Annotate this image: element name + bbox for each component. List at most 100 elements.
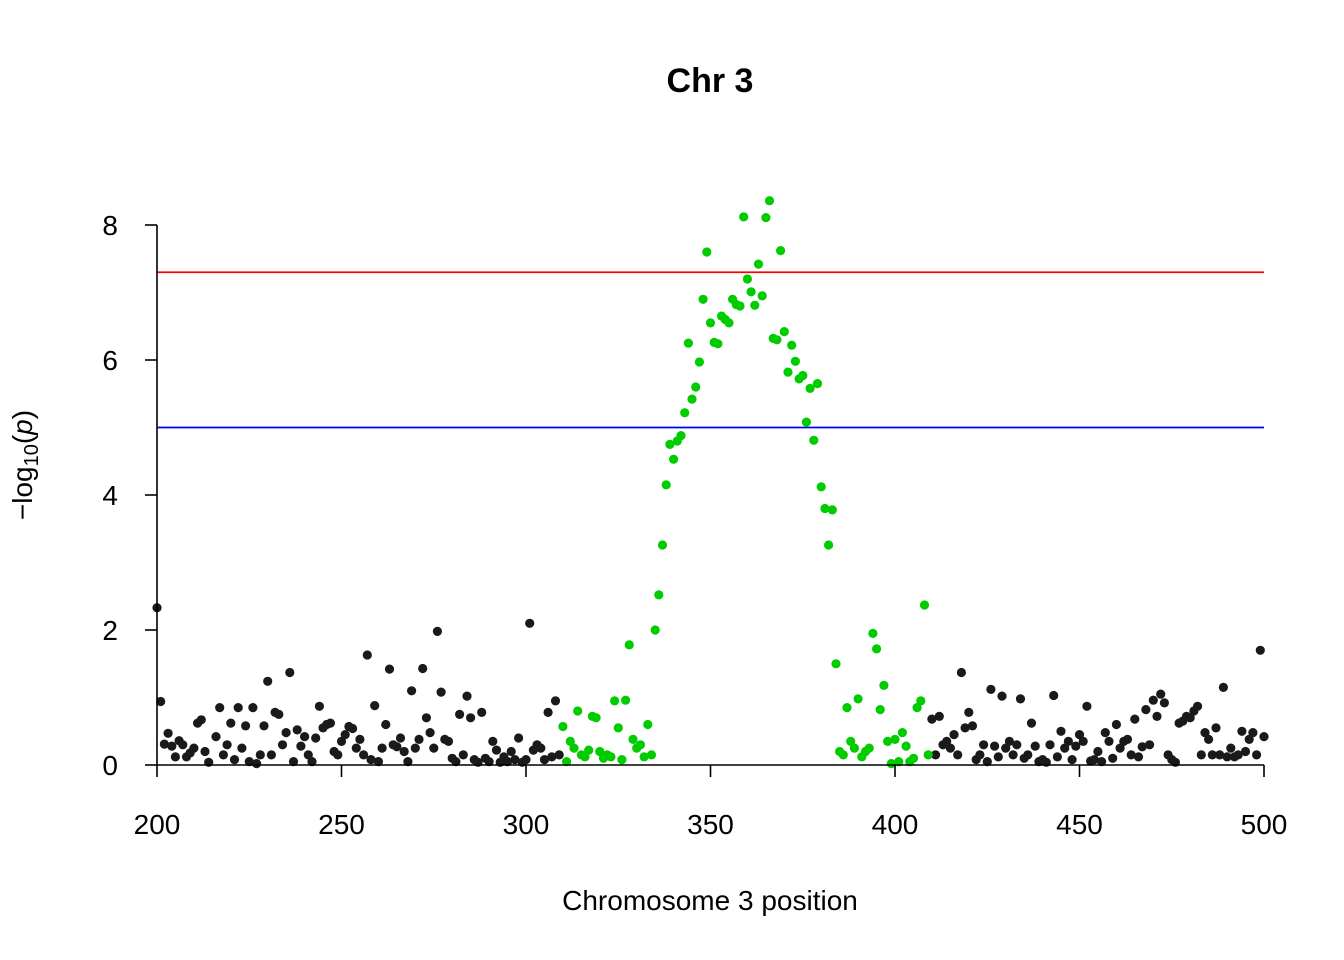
point-s0-27: [255, 750, 265, 760]
point-s0-5: [170, 752, 180, 762]
point-s0-22: [237, 743, 247, 753]
point-s1-4: [573, 706, 583, 716]
x-axis-label: Chromosome 3 position: [562, 885, 858, 916]
point-s1-74: [831, 659, 841, 669]
point-s0-55: [359, 750, 369, 760]
y-tick-label-0: 0: [102, 750, 118, 781]
point-s0-109: [927, 714, 937, 724]
point-s0-128: [997, 691, 1007, 701]
point-s0-10: [189, 743, 199, 753]
point-s1-15: [613, 723, 623, 733]
point-s0-153: [1089, 755, 1099, 765]
point-s0-130: [1004, 736, 1015, 747]
point-s1-45: [724, 318, 734, 328]
point-s1-16: [617, 755, 627, 765]
point-s1-65: [798, 370, 808, 381]
point-s1-29: [665, 439, 675, 449]
point-s0-70: [414, 734, 424, 745]
point-s1-28: [661, 480, 671, 490]
point-s0-50: [340, 730, 350, 740]
point-s1-63: [790, 356, 801, 366]
x-tick-label-500: 500: [1241, 809, 1288, 840]
point-s1-51: [746, 287, 756, 297]
point-s0-3: [163, 728, 173, 738]
point-s1-48: [735, 301, 745, 311]
point-s0-23: [241, 721, 251, 731]
point-s0-142: [1049, 690, 1059, 701]
point-s0-103: [536, 743, 546, 753]
point-s0-37: [292, 725, 302, 735]
point-s0-7: [178, 740, 188, 750]
point-s0-159: [1111, 719, 1121, 730]
point-s0-73: [425, 728, 435, 738]
point-s0-150: [1078, 736, 1088, 747]
point-s1-1: [562, 757, 572, 767]
point-s0-158: [1108, 753, 1118, 763]
point-s0-154: [1093, 746, 1103, 757]
point-s0-148: [1071, 741, 1081, 751]
point-s0-12: [196, 715, 206, 725]
point-s0-62: [384, 664, 395, 674]
point-s0-144: [1056, 726, 1066, 736]
point-s0-137: [1030, 741, 1040, 751]
point-s1-38: [698, 294, 708, 304]
point-s0-41: [307, 757, 317, 767]
point-s0-54: [355, 734, 365, 745]
point-s0-123: [979, 740, 989, 750]
point-s0-42: [311, 733, 321, 743]
point-s0-100: [525, 618, 535, 628]
point-s1-58: [772, 335, 782, 345]
point-s0-24: [244, 757, 254, 767]
chart-title: Chr 3: [667, 62, 754, 100]
point-s0-91: [491, 745, 502, 755]
point-s0-15: [211, 732, 221, 742]
point-s0-147: [1067, 755, 1077, 765]
point-s0-114: [945, 743, 956, 753]
point-s0-57: [366, 755, 376, 765]
point-s0-46: [325, 718, 335, 728]
point-s0-183: [1200, 728, 1210, 738]
point-s0-90: [488, 736, 498, 747]
point-s1-95: [908, 753, 919, 763]
point-s0-60: [377, 743, 387, 753]
point-s0-28: [259, 721, 269, 731]
point-s0-120: [967, 721, 978, 731]
point-s0-193: [1237, 726, 1247, 736]
point-s0-74: [429, 743, 439, 753]
point-s1-13: [606, 752, 616, 762]
point-s0-71: [418, 663, 428, 674]
point-s0-199: [1259, 732, 1269, 742]
point-s0-68: [407, 686, 417, 696]
point-s1-23: [643, 719, 653, 730]
point-s0-163: [1126, 750, 1136, 760]
point-s1-60: [779, 327, 789, 337]
point-s0-59: [373, 757, 383, 767]
point-s0-38: [296, 741, 306, 751]
point-s0-136: [1026, 718, 1037, 728]
point-s0-189: [1222, 752, 1232, 762]
point-s0-107: [550, 696, 561, 706]
point-s1-90: [890, 734, 900, 745]
point-s1-87: [879, 680, 889, 691]
point-s1-7: [584, 745, 594, 755]
point-s0-133: [1015, 694, 1026, 704]
point-s0-132: [1012, 740, 1022, 750]
point-s1-55: [761, 213, 771, 223]
point-s0-29: [263, 676, 273, 686]
point-s0-78: [443, 736, 454, 747]
point-s1-62: [787, 340, 797, 350]
point-s1-77: [842, 703, 852, 713]
point-s0-165: [1133, 752, 1144, 762]
point-s0-104: [539, 755, 550, 765]
point-s0-171: [1156, 689, 1166, 699]
point-s1-3: [569, 743, 579, 753]
point-s0-145: [1060, 743, 1070, 753]
point-s0-166: [1137, 742, 1147, 752]
point-s1-79: [849, 743, 860, 753]
point-s1-54: [757, 291, 767, 301]
point-s0-4: [167, 741, 177, 751]
point-s0-99: [521, 755, 531, 765]
point-s1-91: [894, 757, 904, 767]
y-axis-label-subscript: 10: [21, 444, 43, 466]
point-s1-9: [591, 713, 601, 723]
